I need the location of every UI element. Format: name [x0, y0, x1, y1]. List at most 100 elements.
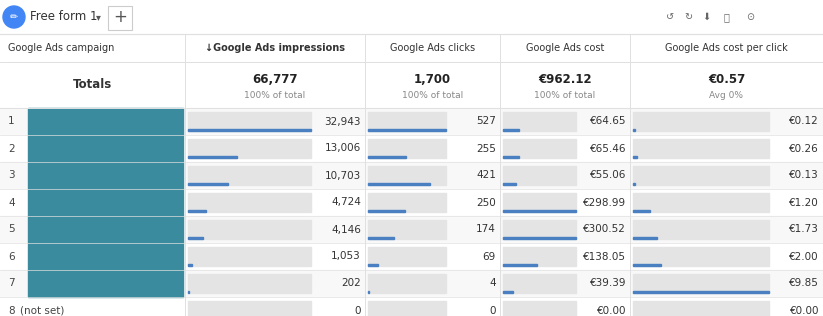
Bar [633, 237, 657, 239]
Bar [633, 139, 769, 158]
Text: 1: 1 [8, 117, 15, 126]
Bar [0, 162, 823, 189]
Bar [633, 129, 635, 131]
Text: €962.12: €962.12 [538, 72, 592, 86]
Text: 2: 2 [8, 143, 15, 154]
Bar [368, 183, 430, 185]
Bar [188, 129, 311, 131]
Bar [188, 237, 203, 239]
Text: ✏: ✏ [10, 12, 18, 22]
Text: €0.26: €0.26 [789, 143, 819, 154]
Bar [633, 220, 769, 239]
Text: Totals: Totals [73, 78, 112, 92]
Bar [368, 274, 446, 293]
Bar [28, 108, 183, 297]
Bar [503, 274, 576, 293]
Text: 0: 0 [490, 306, 496, 315]
Bar [0, 62, 823, 108]
Text: 6: 6 [8, 252, 15, 262]
Text: ▾: ▾ [95, 12, 100, 22]
Text: 3: 3 [8, 171, 15, 180]
Text: ⊙: ⊙ [746, 12, 754, 22]
Bar [0, 108, 823, 135]
Bar [368, 193, 446, 212]
Text: 4: 4 [490, 278, 496, 289]
Bar [633, 166, 769, 185]
Bar [368, 220, 446, 239]
Text: Google Ads cost: Google Ads cost [526, 43, 604, 53]
Bar [0, 297, 823, 316]
Bar [368, 210, 405, 212]
Text: 255: 255 [477, 143, 496, 154]
Bar [0, 216, 823, 243]
Text: €9.85: €9.85 [789, 278, 819, 289]
Text: 32,943: 32,943 [324, 117, 361, 126]
Text: €138.05: €138.05 [583, 252, 626, 262]
Bar [188, 193, 311, 212]
Bar [503, 301, 576, 316]
Bar [188, 166, 311, 185]
Bar [0, 270, 823, 297]
Bar [188, 274, 311, 293]
Text: 527: 527 [477, 117, 496, 126]
Bar [633, 210, 649, 212]
Text: 250: 250 [477, 198, 496, 208]
Bar [503, 139, 576, 158]
Text: €0.12: €0.12 [789, 117, 819, 126]
Bar [633, 291, 769, 293]
Bar [503, 291, 513, 293]
Text: 100% of total: 100% of total [534, 91, 596, 100]
Text: Avg 0%: Avg 0% [709, 91, 743, 100]
Bar [633, 156, 636, 158]
Text: 174: 174 [477, 224, 496, 234]
Bar [503, 264, 537, 266]
Bar [503, 220, 576, 239]
Bar [503, 247, 576, 266]
Bar [633, 247, 769, 266]
Bar [188, 220, 311, 239]
Bar [633, 193, 769, 212]
Text: 1,053: 1,053 [331, 252, 361, 262]
Text: Google Ads clicks: Google Ads clicks [390, 43, 475, 53]
Bar [503, 166, 576, 185]
Bar [0, 189, 823, 216]
Bar [188, 264, 192, 266]
Text: €0.00: €0.00 [597, 306, 626, 315]
Bar [503, 129, 518, 131]
Bar [503, 156, 518, 158]
Text: 4,724: 4,724 [331, 198, 361, 208]
Text: 13,006: 13,006 [325, 143, 361, 154]
Circle shape [3, 6, 25, 28]
Bar [188, 301, 311, 316]
Text: 1,700: 1,700 [414, 72, 451, 86]
Text: €1.73: €1.73 [789, 224, 819, 234]
Bar [368, 301, 446, 316]
Bar [0, 34, 823, 62]
Text: €0.57: €0.57 [708, 72, 745, 86]
Text: 100% of total: 100% of total [402, 91, 463, 100]
Bar [188, 183, 228, 185]
Bar [368, 237, 393, 239]
Text: 66,777: 66,777 [253, 72, 298, 86]
Bar [368, 247, 446, 266]
Text: 7: 7 [8, 278, 15, 289]
Text: 0: 0 [355, 306, 361, 315]
Text: €55.06: €55.06 [589, 171, 626, 180]
Bar [503, 193, 576, 212]
Text: €2.00: €2.00 [789, 252, 819, 262]
Bar [0, 243, 823, 270]
Bar [188, 247, 311, 266]
Text: €1.20: €1.20 [789, 198, 819, 208]
Bar [633, 274, 769, 293]
Bar [633, 264, 661, 266]
Text: 100% of total: 100% of total [244, 91, 305, 100]
Text: 202: 202 [342, 278, 361, 289]
Bar [368, 139, 446, 158]
Text: €0.00: €0.00 [789, 306, 819, 315]
Text: 8: 8 [8, 306, 15, 315]
Bar [368, 156, 406, 158]
Text: (not set): (not set) [20, 306, 64, 315]
Text: ↺: ↺ [666, 12, 674, 22]
Text: Free form 1: Free form 1 [30, 10, 97, 23]
Bar [0, 0, 823, 34]
